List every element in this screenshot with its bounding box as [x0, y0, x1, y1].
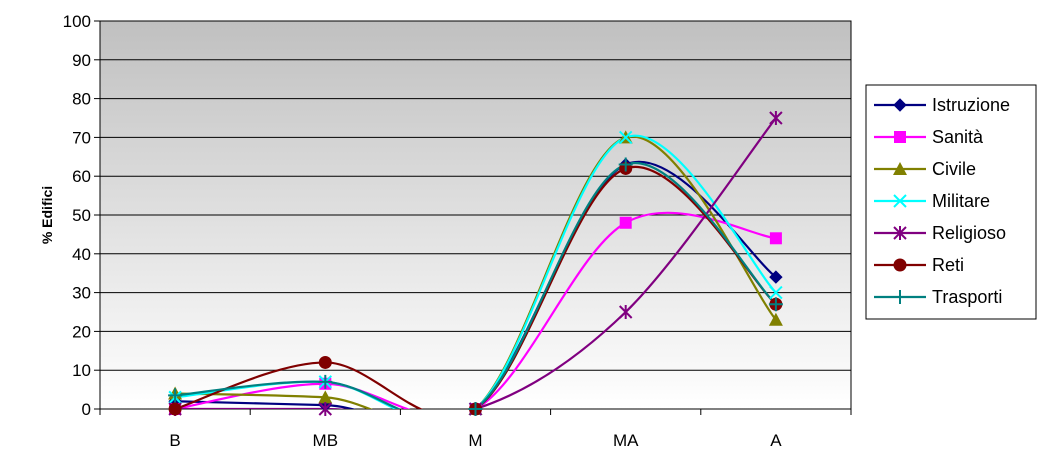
data-point-reti	[168, 402, 182, 416]
y-tick-label: 20	[72, 322, 91, 341]
y-axis-title: % Edifici	[39, 186, 55, 244]
x-tick-label: B	[169, 431, 180, 450]
data-point-trasporti	[768, 297, 783, 312]
legend-marker-militare	[893, 194, 907, 208]
legend-label-sanit-: Sanità	[932, 127, 984, 147]
data-point-istruzione	[769, 270, 783, 284]
data-point-militare	[769, 285, 783, 300]
axes: 0 10 20 30 40 50 60 70 80 90 100 B MB M MA A	[63, 12, 852, 450]
legend-label-reti: Reti	[932, 255, 964, 275]
y-tick-label: 60	[72, 167, 91, 186]
y-tick-label: 90	[72, 51, 91, 70]
data-point-reti	[318, 355, 332, 369]
y-tick-label: 100	[63, 12, 91, 31]
legend-marker-trasporti	[893, 290, 907, 304]
x-tick-label: MB	[313, 431, 339, 450]
y-tick-label: 70	[72, 128, 91, 147]
data-point-trasporti	[168, 388, 183, 403]
legend-label-istruzione: Istruzione	[932, 95, 1010, 115]
series-line-religioso	[175, 117, 777, 409]
data-point-trasporti	[318, 374, 333, 389]
legend: Istruzione Sanità Civile Militare Religioso R…	[865, 84, 1037, 320]
legend-label-trasporti: Trasporti	[932, 287, 1002, 307]
legend-label-militare: Militare	[932, 191, 990, 211]
data-point-civile	[318, 390, 333, 404]
y-tick-label: 30	[72, 284, 91, 303]
data-point-religioso	[618, 305, 633, 319]
markers-group	[168, 111, 783, 416]
legend-marker-religioso	[893, 226, 907, 240]
legend-marker-istruzione	[893, 98, 907, 112]
data-point-trasporti	[468, 402, 483, 416]
legend-marker-sanit-	[894, 131, 906, 143]
y-tick-label: 50	[72, 206, 91, 225]
data-point-trasporti	[618, 157, 633, 172]
legend-label-civile: Civile	[932, 159, 976, 179]
legend-marker-civile	[893, 162, 907, 175]
y-tick-label: 0	[82, 400, 91, 419]
x-tick-label: A	[770, 431, 782, 450]
data-point-civile	[768, 312, 783, 326]
y-tick-label: 10	[72, 361, 91, 380]
gridlines	[100, 59, 851, 371]
y-tick-label: 80	[72, 90, 91, 109]
y-tick-label: 40	[72, 245, 91, 264]
data-point-militare	[618, 130, 633, 145]
data-point-sanit-	[619, 216, 632, 229]
x-tick-label: M	[468, 431, 482, 450]
data-point-religioso	[318, 402, 333, 416]
series-line-trasporti	[175, 161, 777, 409]
legend-marker-reti	[893, 258, 907, 272]
data-point-religioso	[769, 111, 783, 125]
data-point-sanit-	[769, 232, 782, 245]
legend-label-religioso: Religioso	[932, 223, 1006, 243]
x-tick-label: MA	[613, 431, 639, 450]
series-group	[174, 117, 777, 409]
